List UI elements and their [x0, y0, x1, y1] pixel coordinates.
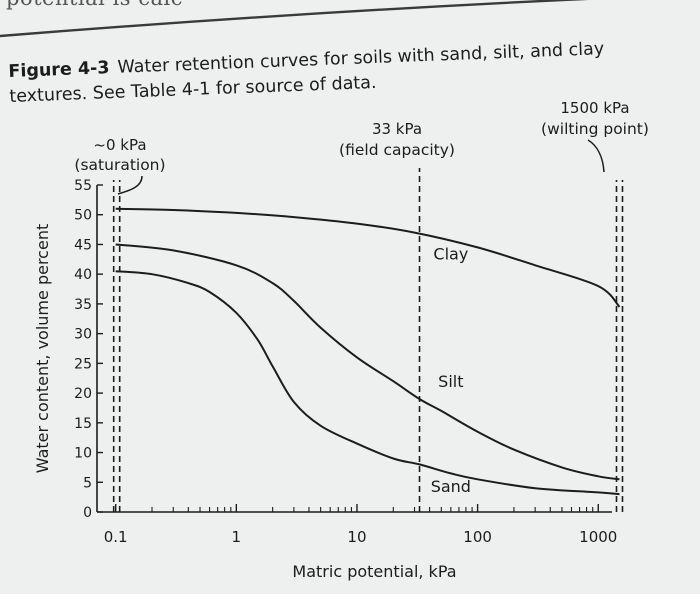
- reference-arrow-2: [587, 139, 605, 173]
- series-line-silt: [115, 243, 620, 481]
- y-tick-label-5: 5: [83, 475, 92, 491]
- y-tick-label-30: 30: [74, 327, 92, 343]
- reference-label-1-line-0: 33 kPa: [372, 120, 422, 138]
- x-axis-title: Matric potential, kPa: [292, 562, 456, 581]
- y-tick-label-40: 40: [74, 267, 92, 283]
- x-tick-label-2: 10: [347, 528, 366, 546]
- x-tick-label-0: 0.1: [104, 528, 128, 546]
- x-tick-label-3: 100: [463, 528, 492, 546]
- series-line-clay: [115, 207, 621, 308]
- y-tick-label-25: 25: [74, 356, 92, 372]
- page-top-strip: potential is calc: [0, 0, 700, 40]
- curve-label-silt: Silt: [438, 372, 463, 391]
- y-tick-label-15: 15: [74, 416, 92, 432]
- x-tick-label-1: 1: [232, 528, 242, 546]
- series-line-sand: [115, 270, 620, 496]
- y-tick-label-55: 55: [74, 178, 92, 194]
- reference-label-0-line-0: ~0 kPa: [93, 136, 146, 154]
- reference-arrow-0: [117, 175, 143, 195]
- page-divider-line: [0, 0, 589, 38]
- reference-label-0-line-1: (saturation): [74, 156, 165, 174]
- y-tick-label-20: 20: [74, 386, 92, 402]
- y-tick-label-10: 10: [74, 446, 92, 462]
- y-axis-title: Water content, volume percent: [33, 224, 52, 473]
- reference-label-1-line-1: (field capacity): [339, 141, 455, 159]
- curve-label-clay: Clay: [433, 244, 468, 263]
- reference-label-2-line-0: 1500 kPa: [560, 99, 629, 117]
- curve-label-sand: Sand: [431, 477, 471, 496]
- previous-page-text: potential is calc: [6, 0, 183, 10]
- reference-label-2-line-1: (wilting point): [541, 120, 649, 138]
- y-tick-label-0: 0: [83, 505, 92, 521]
- x-tick-label-4: 1000: [579, 528, 617, 546]
- y-tick-label-35: 35: [74, 297, 92, 313]
- y-tick-label-50: 50: [74, 208, 92, 224]
- y-tick-label-45: 45: [74, 237, 92, 253]
